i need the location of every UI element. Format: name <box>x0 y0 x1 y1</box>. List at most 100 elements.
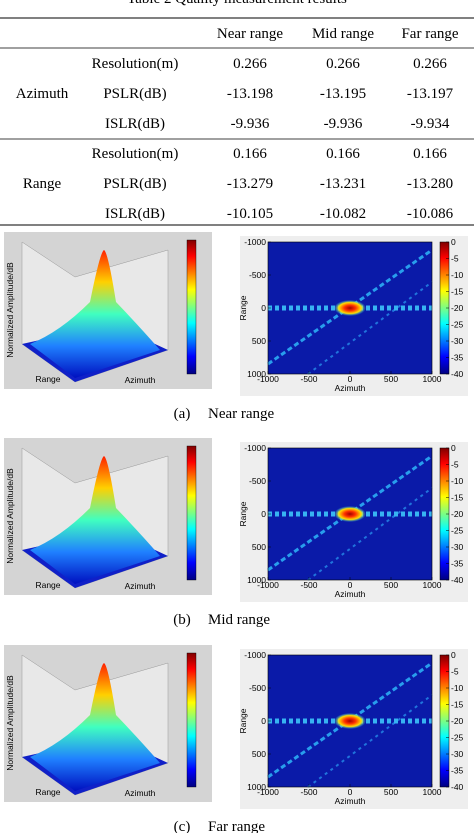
colorbar-tick-label: -40 <box>451 782 464 792</box>
y-tick-label: 500 <box>252 542 266 552</box>
colorbar-tick-label: -15 <box>451 287 464 297</box>
cell-value: -13.195 <box>320 86 366 102</box>
colorbar-tick-label: -5 <box>451 667 459 677</box>
colorbar-tick-label: -30 <box>451 336 464 346</box>
cell-value: 0.166 <box>233 146 267 162</box>
group-label: Azimuth <box>16 86 69 102</box>
metric-label: ISLR(dB) <box>105 116 165 132</box>
colorbar-tick-label: -35 <box>451 353 464 363</box>
cell-value: -13.279 <box>227 176 273 192</box>
figure: Normalized Amplitude/dB Range Azimuth -1000… <box>4 645 468 835</box>
cell-value: -10.105 <box>227 206 273 222</box>
cell-value: -13.231 <box>320 176 366 192</box>
surface-mound <box>30 250 160 378</box>
mainlobe <box>334 506 366 522</box>
surface-z-label: Normalized Amplitude/dB <box>5 262 15 358</box>
y-tick-label: -1000 <box>244 443 266 453</box>
y-axis-label: Range <box>238 708 248 733</box>
y-tick-label: 0 <box>261 716 266 726</box>
surface-mound <box>30 663 160 791</box>
x-tick-label: -500 <box>300 787 317 797</box>
colorbar-tick-label: -5 <box>451 460 459 470</box>
colorbar-tick-label: -10 <box>451 476 464 486</box>
surface-y-label: Azimuth <box>125 375 156 385</box>
caption-label: (c) <box>174 819 191 833</box>
colorbar-tick-label: -40 <box>451 369 464 379</box>
cell-value: -9.936 <box>324 116 363 132</box>
colorbar-tick-label: -25 <box>451 733 464 743</box>
cell-value: 0.266 <box>326 56 360 72</box>
metric-label: PSLR(dB) <box>103 176 166 192</box>
x-tick-label: -1000 <box>257 580 279 590</box>
y-tick-label: 500 <box>252 749 266 759</box>
cell-value: -13.280 <box>407 176 453 192</box>
x-tick-label: 500 <box>384 580 398 590</box>
column-header: Near range <box>217 26 284 42</box>
colorbar-tick-label: -10 <box>451 270 464 280</box>
surface-colorbar <box>186 445 197 581</box>
surface-z-label: Normalized Amplitude/dB <box>5 675 15 771</box>
metric-label: Resolution(m) <box>92 56 179 72</box>
x-tick-label: 0 <box>348 787 353 797</box>
cell-value: 0.266 <box>233 56 267 72</box>
x-tick-label: -1000 <box>257 374 279 384</box>
table-title: Table 2 Quality measurement results <box>127 0 347 7</box>
metric-label: PSLR(dB) <box>103 86 166 102</box>
colorbar-tick-label: -35 <box>451 559 464 569</box>
mainlobe <box>334 713 366 729</box>
y-tick-label: -500 <box>249 476 266 486</box>
surface-x-label: Range <box>35 374 60 384</box>
cell-value: -13.197 <box>407 86 454 102</box>
colorbar-tick-label: -15 <box>451 700 464 710</box>
sidelobe-diagonal <box>307 487 433 581</box>
x-tick-label: -1000 <box>257 787 279 797</box>
y-tick-label: 0 <box>261 303 266 313</box>
x-tick-label: 1000 <box>423 580 442 590</box>
surface-colorbar <box>186 652 197 788</box>
cell-value: -10.082 <box>320 206 366 222</box>
surface-x-label: Range <box>35 580 60 590</box>
x-tick-label: 0 <box>348 580 353 590</box>
group-label: Range <box>23 176 62 192</box>
y-tick-label: -1000 <box>244 650 266 660</box>
sidelobe-diagonal <box>307 281 433 375</box>
y-tick-label: 1000 <box>247 575 266 585</box>
surface-y-label: Azimuth <box>125 788 156 798</box>
x-axis-label: Azimuth <box>335 796 366 806</box>
surface-colorbar <box>186 239 197 375</box>
surface-z-label: Normalized Amplitude/dB <box>5 468 15 564</box>
mainlobe <box>334 300 366 316</box>
x-tick-label: -500 <box>300 374 317 384</box>
caption-text: Near range <box>208 406 275 422</box>
colorbar-tick-label: -30 <box>451 749 464 759</box>
colorbar-tick-label: 0 <box>451 237 456 247</box>
y-tick-label: -1000 <box>244 237 266 247</box>
metric-label: Resolution(m) <box>92 146 179 162</box>
cell-value: -10.086 <box>407 206 454 222</box>
surface-y-label: Azimuth <box>125 581 156 591</box>
colorbar-tick-label: -25 <box>451 320 464 330</box>
x-tick-label: 500 <box>384 374 398 384</box>
colorbar-tick-label: -15 <box>451 493 464 503</box>
x-axis-label: Azimuth <box>335 383 366 393</box>
cell-value: 0.266 <box>413 56 447 72</box>
y-tick-label: 500 <box>252 336 266 346</box>
sidelobe-diagonal <box>307 694 433 788</box>
cell-value: 0.166 <box>326 146 360 162</box>
metric-label: ISLR(dB) <box>105 206 165 222</box>
caption-label: (a) <box>174 406 191 422</box>
colorbar-tick-label: -30 <box>451 542 464 552</box>
caption-text: Far range <box>208 819 265 833</box>
colorbar-tick-label: 0 <box>451 650 456 660</box>
colorbar-tick-label: -20 <box>451 303 464 313</box>
caption-label: (b) <box>173 612 191 628</box>
colorbar-tick-label: -40 <box>451 575 464 585</box>
colorbar-tick-label: -25 <box>451 526 464 536</box>
y-tick-label: -500 <box>249 683 266 693</box>
cell-value: -9.934 <box>411 116 450 132</box>
y-tick-label: 1000 <box>247 369 266 379</box>
caption-text: Mid range <box>208 612 270 628</box>
colorbar-tick-label: -5 <box>451 254 459 264</box>
